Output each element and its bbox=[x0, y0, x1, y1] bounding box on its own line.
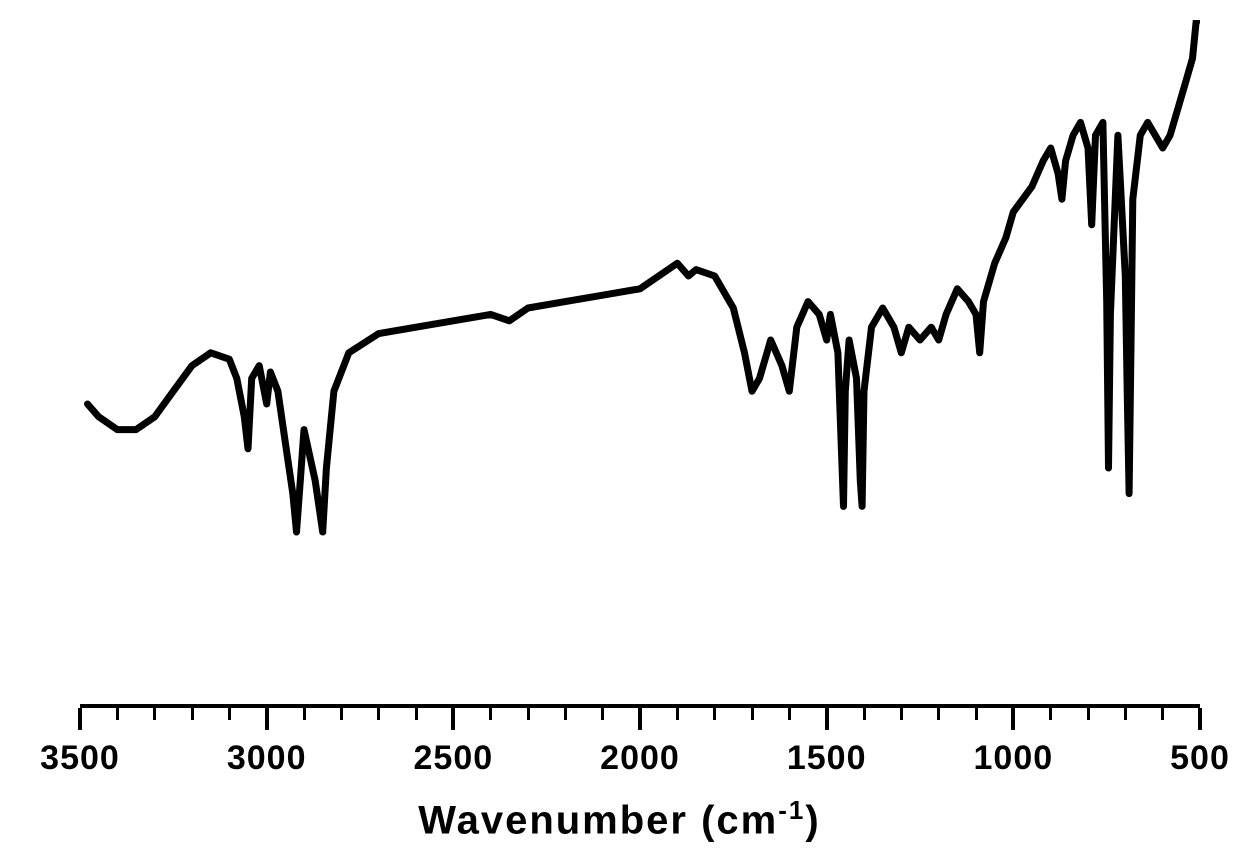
x-tick-major bbox=[825, 708, 829, 730]
x-tick-minor bbox=[1087, 708, 1090, 720]
spectrum-line bbox=[80, 20, 1200, 660]
x-tick-major bbox=[1011, 708, 1015, 730]
x-tick-label: 500 bbox=[1170, 739, 1230, 778]
x-tick-minor bbox=[340, 708, 343, 720]
x-tick-label: 3500 bbox=[40, 739, 120, 778]
x-tick-label: 3000 bbox=[227, 739, 307, 778]
x-tick-label: 1000 bbox=[974, 739, 1054, 778]
x-tick-minor bbox=[601, 708, 604, 720]
x-tick-minor bbox=[788, 708, 791, 720]
x-tick-major bbox=[265, 708, 269, 730]
x-tick-minor bbox=[489, 708, 492, 720]
x-tick-minor bbox=[527, 708, 530, 720]
x-tick-minor bbox=[303, 708, 306, 720]
x-tick-minor bbox=[377, 708, 380, 720]
x-tick-minor bbox=[564, 708, 567, 720]
x-tick-minor bbox=[676, 708, 679, 720]
plot-area bbox=[80, 20, 1200, 660]
x-tick-major bbox=[638, 708, 642, 730]
x-tick-major bbox=[1198, 708, 1202, 730]
x-tick-minor bbox=[900, 708, 903, 720]
x-tick-label: 2500 bbox=[414, 739, 494, 778]
x-axis-label: Wavenumber (cm-1) bbox=[418, 795, 820, 843]
x-tick-minor bbox=[191, 708, 194, 720]
x-tick-minor bbox=[153, 708, 156, 720]
x-tick-minor bbox=[751, 708, 754, 720]
x-tick-minor bbox=[863, 708, 866, 720]
x-tick-minor bbox=[1161, 708, 1164, 720]
x-tick-minor bbox=[116, 708, 119, 720]
x-tick-minor bbox=[937, 708, 940, 720]
x-tick-label: 1500 bbox=[787, 739, 867, 778]
x-tick-major bbox=[451, 708, 455, 730]
x-tick-minor bbox=[975, 708, 978, 720]
x-tick-label: 2000 bbox=[600, 739, 680, 778]
ir-spectrum-chart: 350030002500200015001000500 Wavenumber (… bbox=[20, 20, 1219, 848]
x-tick-major bbox=[78, 708, 82, 730]
x-tick-minor bbox=[1124, 708, 1127, 720]
x-tick-minor bbox=[1049, 708, 1052, 720]
x-tick-minor bbox=[228, 708, 231, 720]
x-tick-minor bbox=[415, 708, 418, 720]
x-tick-minor bbox=[713, 708, 716, 720]
